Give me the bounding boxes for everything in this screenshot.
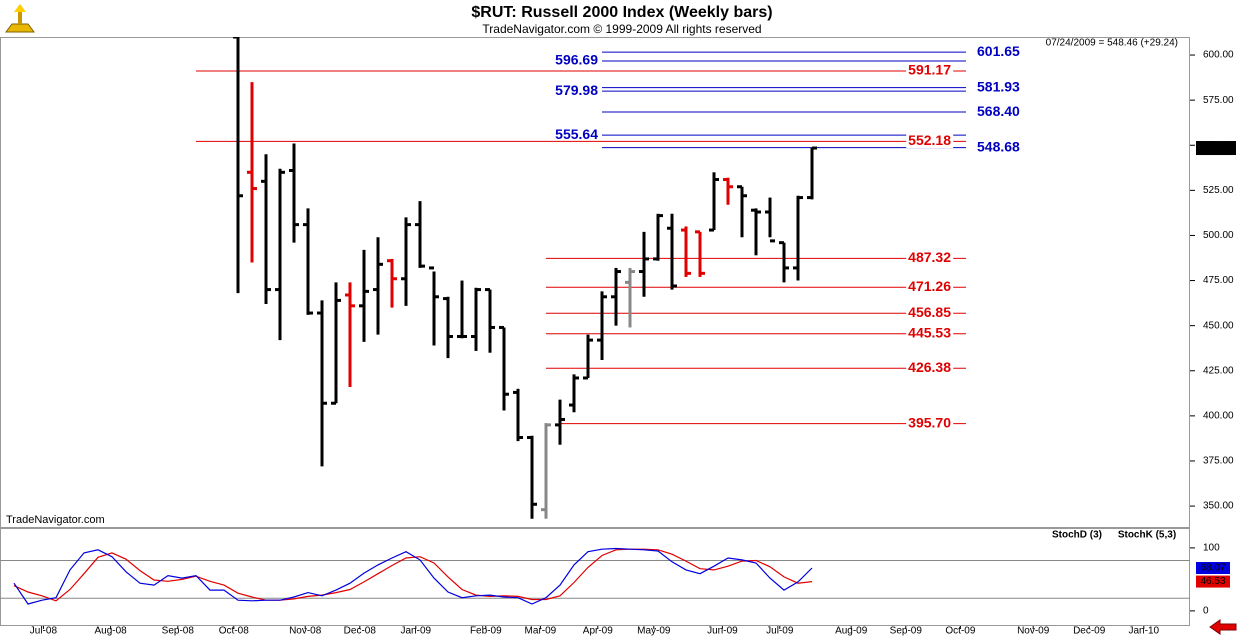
level-label-bg — [906, 358, 954, 375]
last-value-box — [1196, 575, 1230, 588]
x-tick-label: Apr-09 — [583, 626, 613, 637]
stoch-plot — [13, 547, 813, 605]
level-label-bg — [906, 414, 954, 431]
x-tick-label: Feb-09 — [470, 626, 502, 637]
y-tick-label: 100 — [1203, 543, 1220, 554]
last-price-label: 548.46 — [1201, 143, 1232, 154]
chart-subtitle: TradeNavigator.com © 1999-2009 All right… — [482, 22, 761, 36]
x-tick-label: Oct-08 — [219, 626, 249, 637]
level-label: 471.26 — [908, 278, 951, 294]
y-tick-label: 600.00 — [1203, 50, 1234, 61]
level-label-bg — [906, 61, 954, 78]
level-label: 591.17 — [908, 62, 951, 78]
chart-title: $RUT: Russell 2000 Index (Weekly bars) — [471, 4, 772, 21]
last-value-label: 46.53 — [1200, 576, 1225, 587]
level-label: 601.65 — [977, 43, 1020, 59]
watermark: TradeNavigator.com — [6, 514, 105, 526]
x-tick-label: Oct-09 — [945, 626, 975, 637]
y-tick-label: 500.00 — [1203, 230, 1234, 241]
level-label: 552.18 — [908, 132, 951, 148]
level-label: 568.40 — [977, 103, 1020, 119]
y-tick-label: 400.00 — [1203, 411, 1234, 422]
x-tick-label: Jul-08 — [30, 626, 58, 637]
y-tick-label: 525.00 — [1203, 185, 1234, 196]
x-tick-label: Mar-09 — [525, 626, 557, 637]
logo — [5, 4, 35, 33]
legend-entry: StochD (3) — [1052, 530, 1102, 541]
level-label-bg — [906, 324, 954, 341]
last-value-label: 68.07 — [1200, 563, 1225, 574]
level-label-bg — [906, 278, 954, 295]
level-label: 579.98 — [555, 82, 598, 98]
x-tick-label: Jan-09 — [401, 626, 432, 637]
level-label: 581.93 — [977, 78, 1020, 94]
y-tick-label: 375.00 — [1203, 456, 1234, 467]
price-panel — [0, 37, 1190, 528]
stoch-line — [13, 547, 813, 605]
level-label: 426.38 — [908, 359, 951, 375]
level-label: 445.53 — [908, 324, 951, 340]
x-tick-label: Aug-08 — [94, 626, 127, 637]
level-label: 487.32 — [908, 249, 951, 265]
x-tick-label: Aug-09 — [835, 626, 868, 637]
y-tick-label: 0 — [1203, 606, 1209, 617]
x-tick-label: Jul-09 — [766, 626, 794, 637]
level-label: 548.68 — [977, 138, 1020, 154]
stoch-line — [13, 548, 813, 602]
scroll-arrow[interactable] — [1209, 619, 1237, 635]
y-tick-label: 450.00 — [1203, 320, 1234, 331]
level-label-bg — [906, 304, 954, 321]
x-tick-label: May-09 — [637, 626, 671, 637]
price-plot — [196, 37, 966, 519]
y-tick-label: 475.00 — [1203, 275, 1234, 286]
last-quote-note: 07/24/2009 = 548.46 (+29.24) — [1046, 38, 1178, 49]
last-price-box — [1196, 141, 1236, 156]
y-tick-label: 575.00 — [1203, 95, 1234, 106]
level-label-bg — [906, 132, 954, 149]
x-tick-label: Nov-08 — [289, 626, 322, 637]
y-tick-label: 350.00 — [1203, 501, 1234, 512]
level-label-bg — [906, 249, 954, 266]
x-tick-label: Sep-09 — [890, 626, 923, 637]
x-tick-label: Jan-10 — [1129, 626, 1160, 637]
x-tick-label: Sep-08 — [162, 626, 195, 637]
level-label: 456.85 — [908, 304, 951, 320]
level-label: 596.69 — [555, 52, 598, 68]
level-label: 395.70 — [908, 414, 951, 430]
x-tick-label: Jun-09 — [707, 626, 738, 637]
last-value-box — [1196, 562, 1230, 575]
x-tick-label: Dec-08 — [344, 626, 377, 637]
x-tick-label: Nov-09 — [1017, 626, 1050, 637]
legend-entry: StochK (5,3) — [1118, 530, 1176, 541]
x-tick-label: Dec-09 — [1073, 626, 1106, 637]
y-tick-label: 425.00 — [1203, 365, 1234, 376]
level-label: 555.64 — [555, 126, 598, 142]
